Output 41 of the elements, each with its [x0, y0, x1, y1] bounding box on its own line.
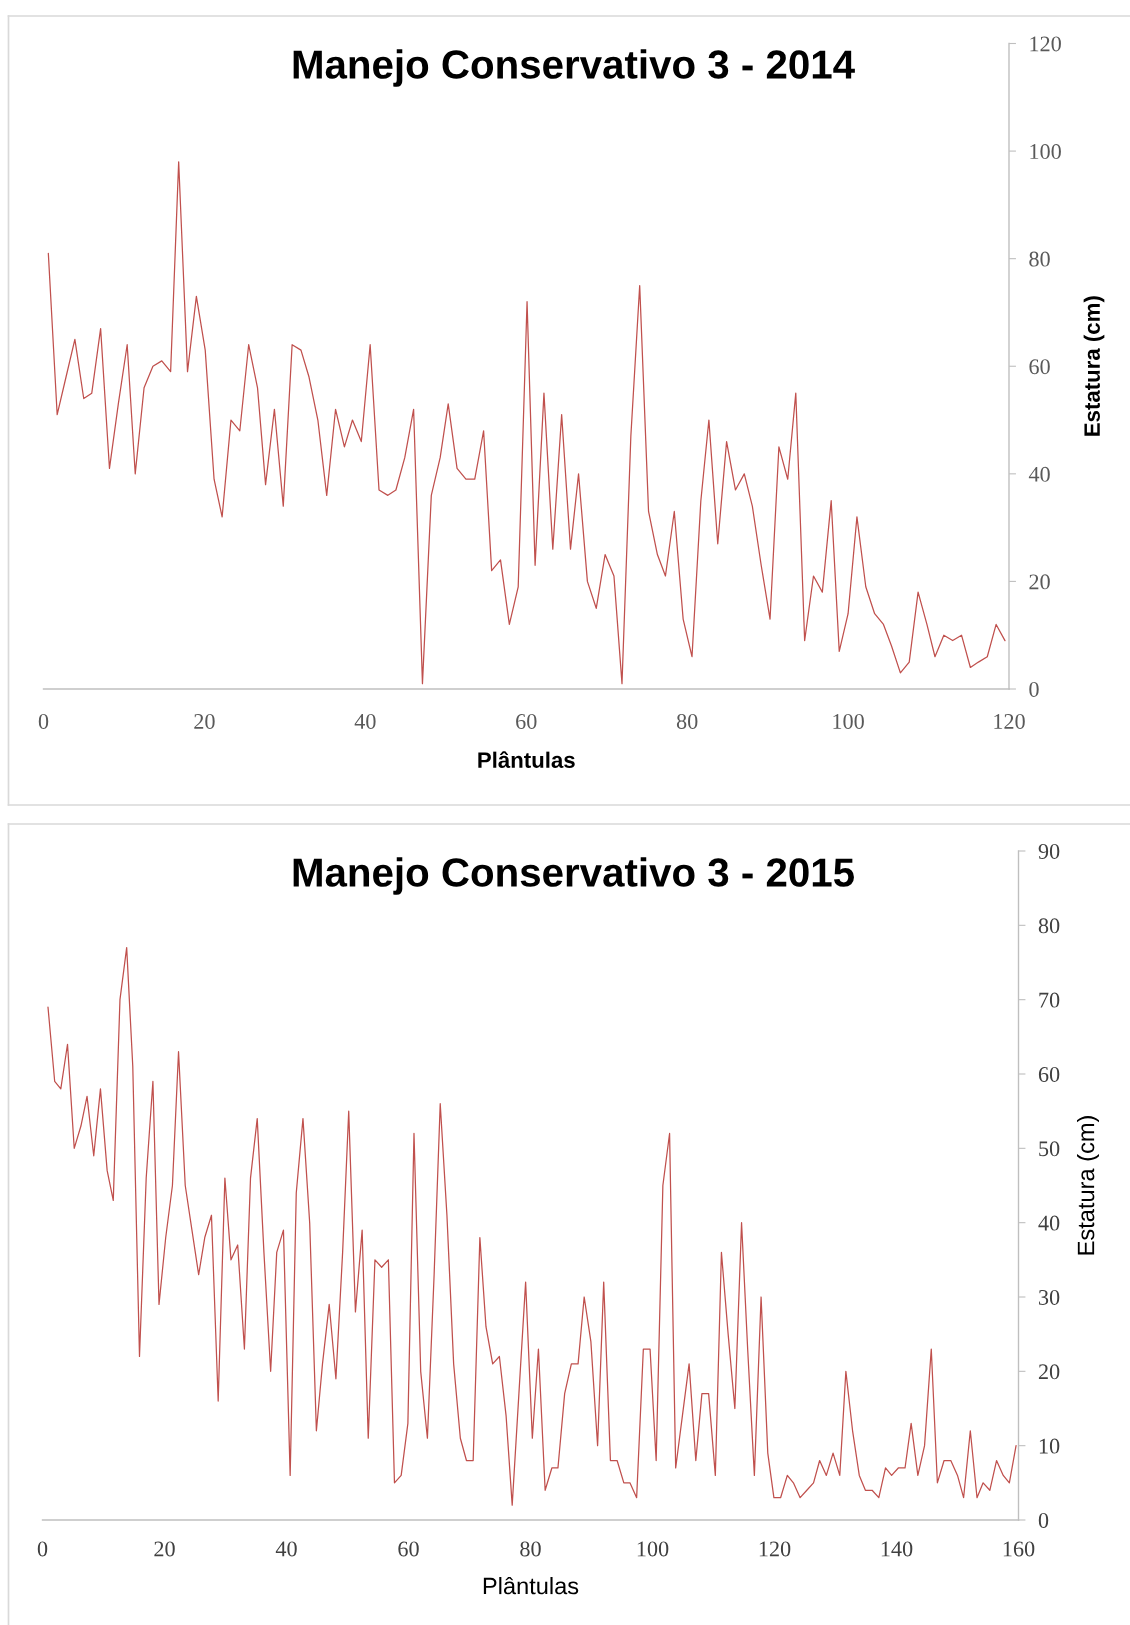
y-tick-label: 80: [1038, 918, 1060, 934]
x-tick-label: 20: [154, 1541, 175, 1557]
x-axis-title: Plântulas: [483, 1576, 579, 1595]
x-tick-label: 40: [354, 713, 376, 729]
x-tick-label: 20: [194, 713, 215, 729]
x-tick-label: 120: [759, 1541, 791, 1557]
x-tick-label: 0: [38, 713, 49, 729]
y-tick-label: 70: [1039, 992, 1060, 1008]
y-tick-label: 80: [1029, 251, 1050, 267]
y-axis-title: Estatura (cm): [1076, 1116, 1099, 1255]
y-tick-label: 0: [1029, 681, 1039, 697]
y-tick-label: 100: [1030, 144, 1061, 160]
y-tick-label: 20: [1038, 1364, 1060, 1380]
x-axis-title: Plântulas: [478, 751, 575, 768]
x-tick-label: 100: [637, 1541, 669, 1557]
y-tick-label: 40: [1028, 466, 1050, 482]
y-axis-title: Estatura (cm): [1083, 296, 1105, 436]
y-tick-label: 60: [1029, 359, 1050, 375]
y-tick-label: 30: [1039, 1289, 1060, 1305]
y-tick-label: 10: [1039, 1438, 1060, 1454]
y-tick-label: 60: [1038, 1066, 1060, 1082]
y-tick-label: 50: [1039, 1141, 1060, 1157]
x-tick-label: 160: [1003, 1541, 1035, 1557]
x-tick-label: 0: [37, 1541, 48, 1557]
x-tick-label: 60: [516, 713, 537, 729]
y-tick-label: 0: [1038, 1512, 1049, 1528]
x-tick-label: 60: [398, 1541, 419, 1557]
x-tick-label: 140: [881, 1541, 913, 1557]
chart-title: Manejo Conservativo 3 - 2015: [293, 857, 854, 895]
line-series: [47, 947, 1017, 1506]
x-tick-label: 80: [520, 1541, 541, 1557]
x-tick-label: 120: [994, 713, 1025, 729]
x-tick-label: 40: [275, 1541, 297, 1557]
y-tick-label: 90: [1038, 843, 1060, 859]
x-tick-label: 100: [833, 713, 864, 729]
y-tick-label: 40: [1038, 1215, 1060, 1231]
line-series: [47, 161, 1006, 685]
y-tick-label: 120: [1030, 36, 1061, 52]
y-tick-label: 20: [1029, 574, 1050, 590]
x-tick-label: 80: [676, 713, 698, 729]
chart-title: Manejo Conservativo 3 - 2014: [293, 49, 855, 87]
